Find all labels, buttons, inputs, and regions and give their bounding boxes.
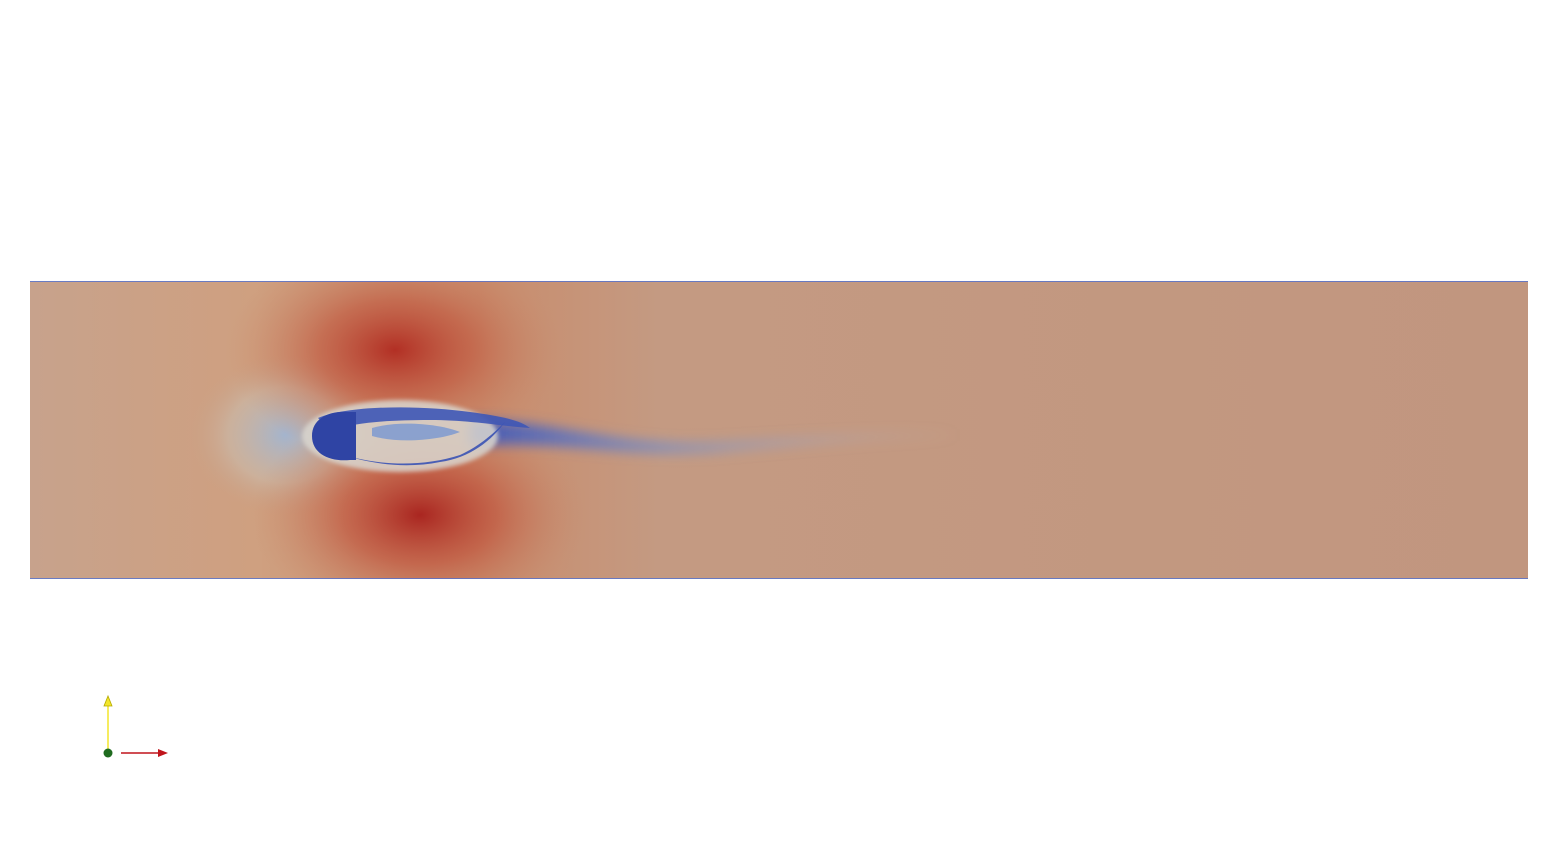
- wake-trail: [470, 420, 960, 454]
- wake-inner-core: [372, 423, 460, 441]
- y-axis-arrow-icon: [103, 694, 113, 707]
- orientation-axes: [103, 694, 168, 758]
- x-axis-arrow-icon: [158, 749, 168, 757]
- wake-upper-shear-layer: [318, 407, 530, 430]
- axes-origin-icon: [103, 748, 113, 758]
- flow-domain: [30, 281, 1528, 579]
- bluff-body: [312, 411, 356, 461]
